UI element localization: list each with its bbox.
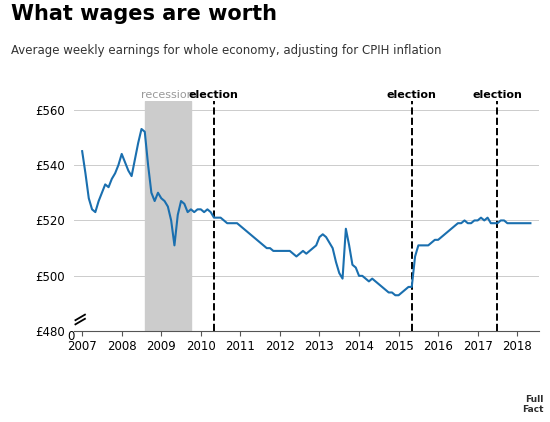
Text: ONS average weekly earnings dataset EARN01 and Consumer Price
Inflation time ser: ONS average weekly earnings dataset EARN… — [65, 368, 443, 390]
Text: What wages are worth: What wages are worth — [11, 4, 277, 24]
Text: election: election — [387, 89, 437, 100]
Text: Full
Fact: Full Fact — [522, 395, 543, 414]
Text: Average weekly earnings for whole economy, adjusting for CPIH inflation: Average weekly earnings for whole econom… — [11, 44, 442, 57]
Text: election: election — [472, 89, 522, 100]
Text: election: election — [189, 89, 239, 100]
Polygon shape — [492, 357, 550, 422]
Text: 0: 0 — [68, 330, 75, 343]
Text: recession: recession — [141, 89, 194, 100]
Text: Source:: Source: — [12, 368, 60, 379]
Bar — [145, 101, 191, 331]
